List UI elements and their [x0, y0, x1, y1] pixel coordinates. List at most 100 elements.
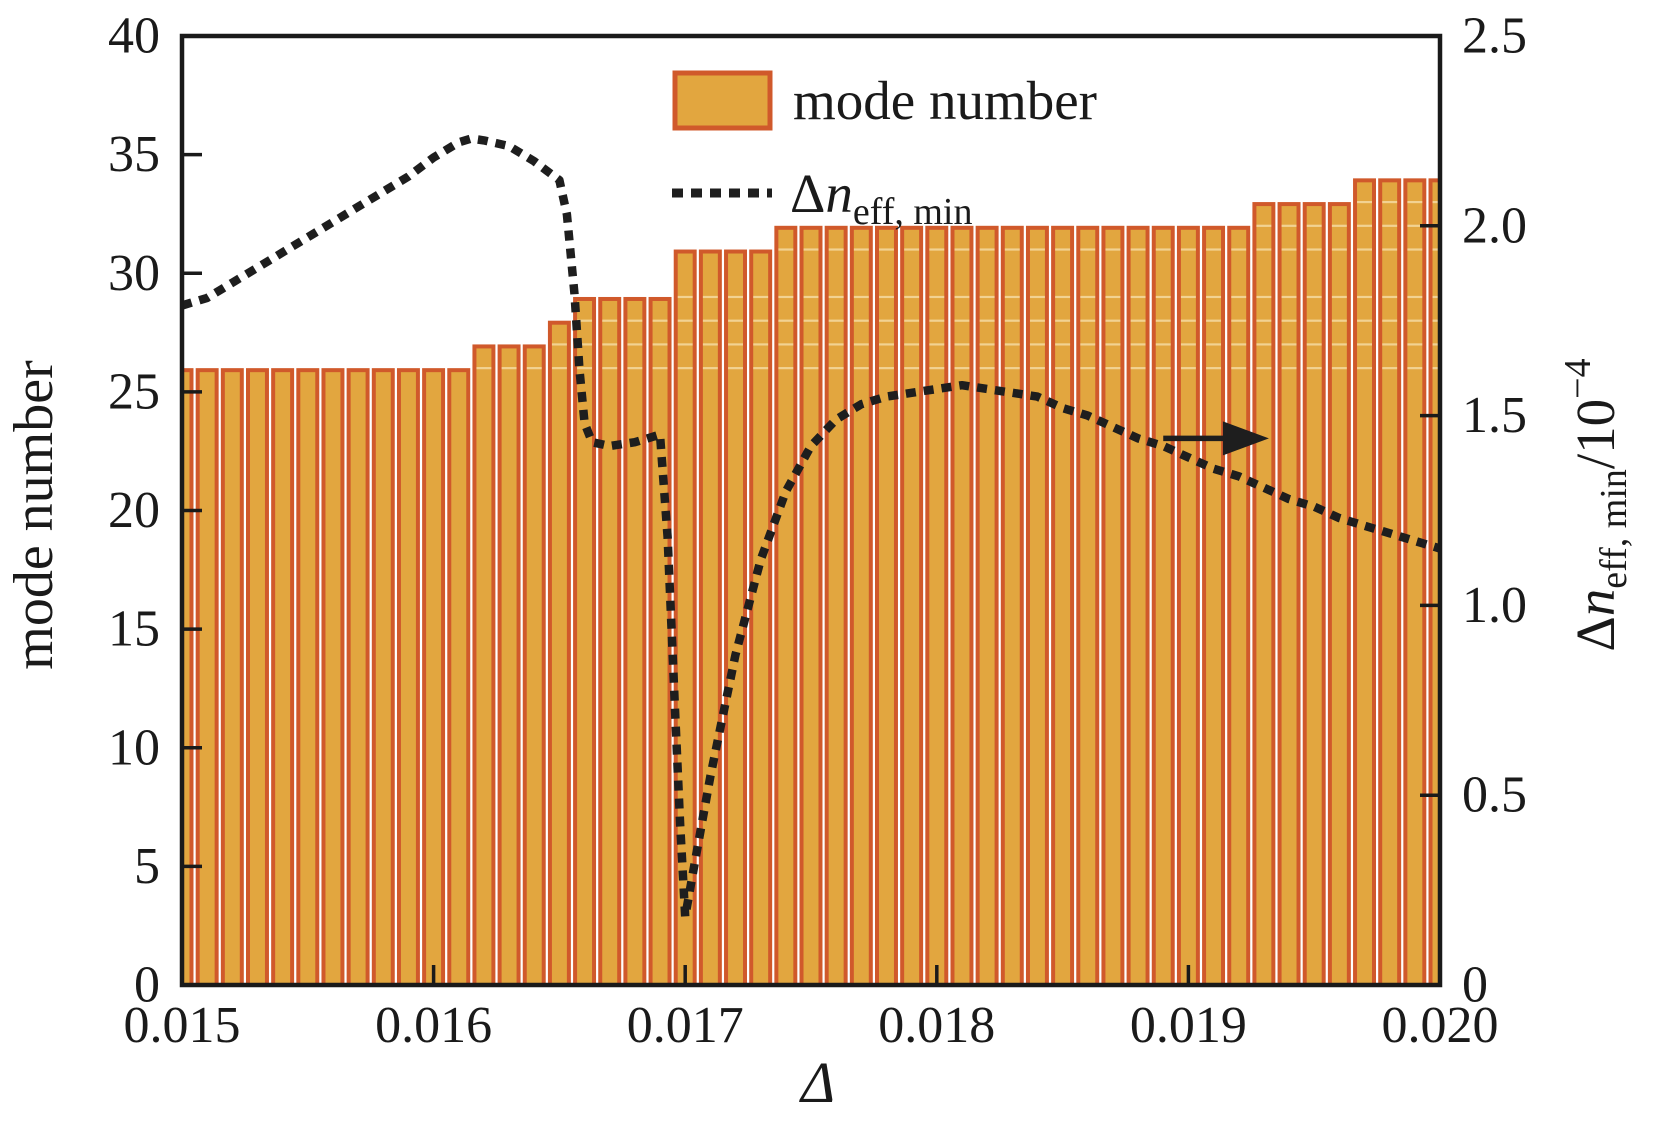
bar-fill	[979, 229, 995, 985]
bar	[1327, 202, 1351, 985]
bar	[246, 368, 269, 985]
bar	[1101, 225, 1125, 985]
bar	[547, 320, 571, 985]
bar-fill	[199, 372, 215, 985]
legend-bar-swatch-icon	[672, 70, 773, 131]
x-tick-label: 0.016	[375, 997, 492, 1054]
bar-fill	[1105, 229, 1121, 985]
bar-fill	[728, 253, 743, 985]
y-right-tick-label: 0.5	[1462, 767, 1527, 824]
tick-labels-group: 0 5 10 15 20 25 30 35 40 0 0.5 1.0 1.5 2.0 2.5 0.015 0.0…	[108, 8, 1527, 1055]
bar	[724, 249, 747, 985]
bar	[1378, 178, 1402, 985]
bar-fill	[602, 300, 618, 985]
bar	[749, 249, 773, 985]
bar-fill	[451, 372, 467, 985]
bar-fill	[224, 372, 240, 985]
right-label-slash: /10	[1565, 399, 1626, 469]
legend-sub: eff, min	[853, 191, 973, 233]
y-left-tick-label: 0	[134, 957, 160, 1014]
bar	[1202, 225, 1226, 985]
bar	[1227, 225, 1251, 985]
legend-label-dneff-min: Δneff, min	[790, 163, 972, 233]
bar	[849, 225, 873, 985]
y-right-tick-label: 0	[1462, 957, 1488, 1014]
y-right-tick-label: 1.0	[1462, 577, 1527, 634]
bar	[371, 368, 395, 985]
bar-fill	[501, 348, 517, 985]
y-left-tick-label: 5	[134, 838, 160, 895]
bar	[195, 368, 219, 985]
bar-fill	[551, 324, 567, 985]
bar-fill	[803, 229, 819, 985]
bar-fill	[1180, 229, 1196, 985]
bar-fill	[1432, 182, 1440, 985]
bar	[1076, 225, 1100, 985]
y-left-tick-label: 15	[108, 601, 160, 658]
bar	[975, 225, 999, 985]
bar	[698, 249, 722, 985]
bar-fill	[778, 229, 794, 985]
bar-fill	[853, 229, 869, 985]
y-left-axis-label: mode number	[3, 360, 65, 670]
bar	[1025, 225, 1049, 985]
bar	[648, 296, 672, 985]
y-left-tick-label: 30	[108, 245, 160, 302]
bar-fill	[1357, 182, 1372, 985]
bar	[1176, 225, 1200, 985]
y-left-tick-label: 35	[108, 126, 160, 183]
bar	[598, 296, 622, 985]
y-left-tick-label: 10	[108, 719, 160, 776]
bar	[1126, 225, 1150, 985]
bar	[824, 225, 848, 985]
bar	[1252, 202, 1276, 985]
x-axis-label: Δ	[799, 1050, 835, 1115]
bar-fill	[1055, 229, 1071, 985]
bar-fill	[1155, 229, 1171, 985]
bar-fill	[1306, 206, 1322, 985]
bar-fill	[1281, 206, 1297, 985]
y-right-tick-label: 2.5	[1462, 8, 1527, 65]
x-tick-label: 0.018	[878, 997, 995, 1054]
legend: mode number Δneff, min	[672, 70, 1097, 233]
bar	[875, 225, 898, 985]
bar	[447, 368, 471, 985]
bar-fill	[1130, 229, 1146, 985]
bar	[271, 368, 295, 985]
bar-fill	[400, 372, 416, 985]
arrow-head-right-icon	[1222, 421, 1269, 456]
x-tick-label: 0.020	[1382, 997, 1499, 1054]
bar-fill	[350, 372, 366, 985]
bar	[1000, 225, 1024, 985]
bar-fill	[1080, 229, 1096, 985]
y-right-axis-label: Δneff, min/10−4	[1557, 358, 1635, 651]
bar	[1353, 178, 1376, 985]
bar	[296, 368, 320, 985]
y-left-tick-label: 20	[108, 482, 160, 539]
bar-fill	[1407, 182, 1423, 985]
bar-fill	[1004, 229, 1020, 985]
bar	[396, 368, 420, 985]
bar-fill	[1256, 206, 1272, 985]
legend-label-mode-number: mode number	[793, 70, 1097, 131]
dneff-curve-group	[182, 134, 1440, 921]
bar-fill	[426, 372, 442, 985]
bar	[950, 225, 974, 985]
bar	[623, 296, 647, 985]
bar	[1277, 202, 1301, 985]
bar	[1403, 178, 1427, 985]
bar	[422, 368, 446, 985]
y-left-tick-label: 40	[108, 8, 160, 65]
bar	[472, 344, 496, 985]
bar	[522, 344, 546, 985]
bar-fill	[954, 229, 970, 985]
bar-fill	[1331, 206, 1347, 985]
right-label-n: n	[1565, 589, 1626, 617]
bar-fill	[182, 372, 190, 985]
bar	[182, 368, 194, 985]
bar	[1302, 202, 1326, 985]
bar	[573, 296, 597, 985]
bar	[321, 368, 345, 985]
